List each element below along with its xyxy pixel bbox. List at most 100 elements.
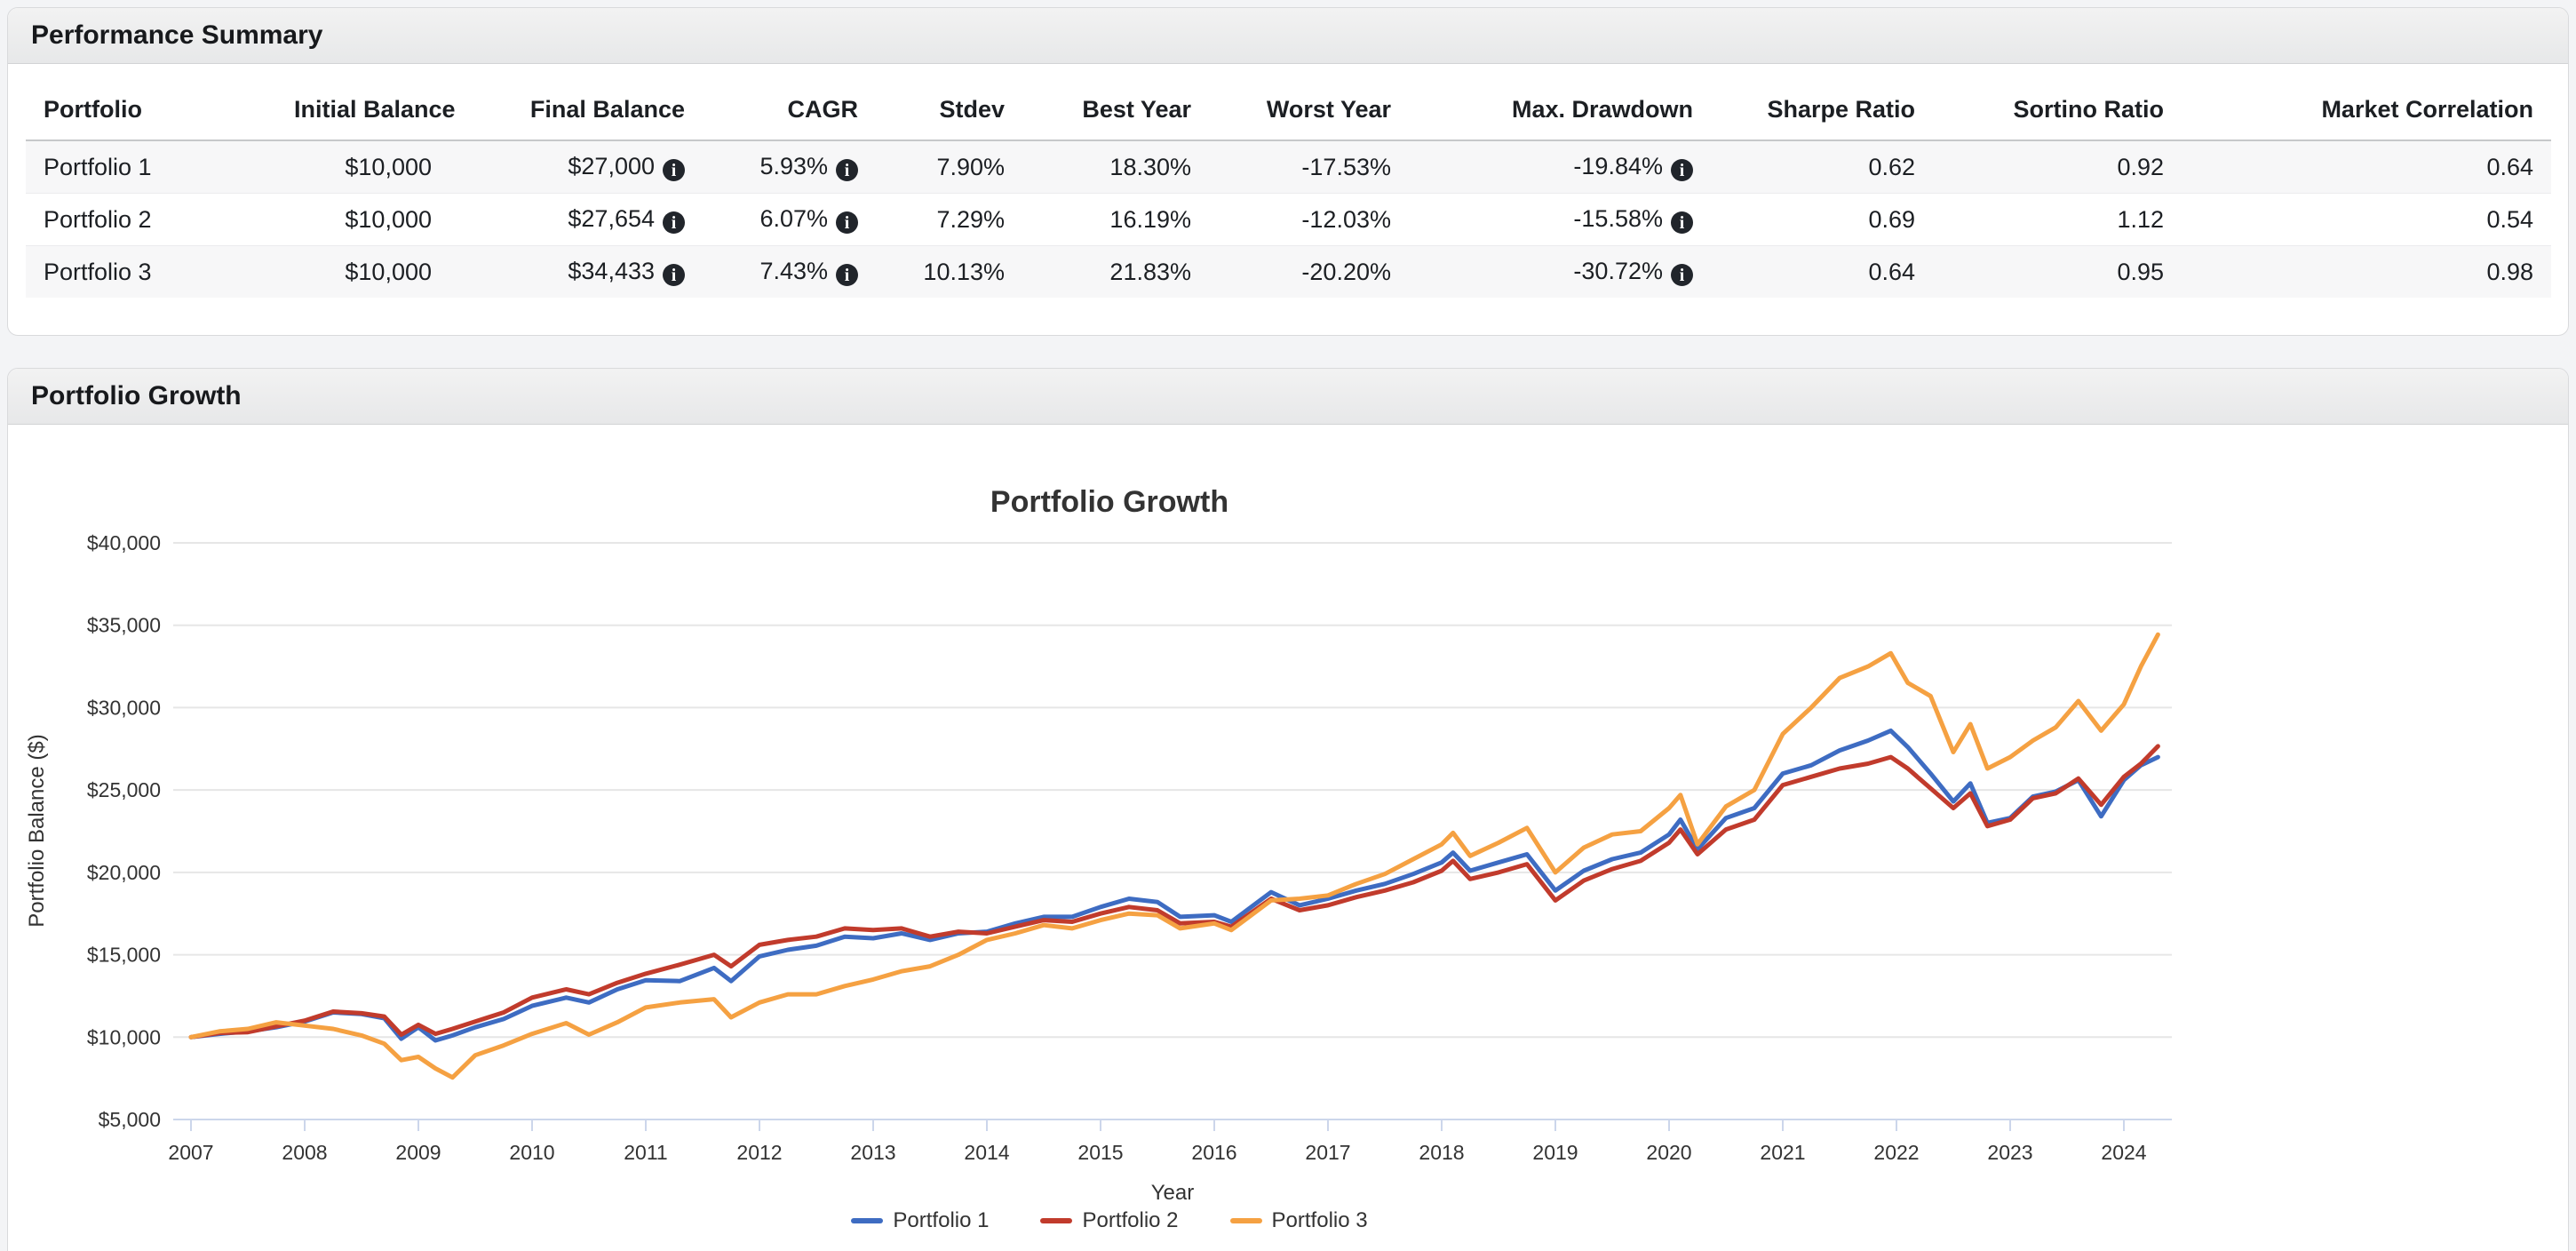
cell-market-correlation: 0.64 — [2486, 153, 2533, 180]
info-icon[interactable]: i — [1671, 211, 1693, 234]
series-line-portfolio-3[interactable] — [188, 632, 2160, 1080]
cell-final-balance: $27,654 i — [449, 194, 703, 246]
cell-final-balance: $27,000 i — [449, 140, 703, 194]
portfolio-growth-header: Portfolio Growth — [8, 369, 2568, 425]
legend-label: Portfolio 2 — [1082, 1208, 1179, 1232]
y-axis-tick-label: $15,000 — [87, 944, 161, 967]
x-axis-tick-label: 2018 — [1419, 1141, 1464, 1164]
table-row-portfolio-2: Portfolio 2 $10,000 $27,654 i 6.07% i 7.29% 16.… — [26, 193, 2551, 246]
y-axis-tick-label: $10,000 — [87, 1025, 161, 1048]
y-axis-title: Portfolio Balance ($) — [25, 734, 49, 927]
legend-item-portfolio-2[interactable]: Portfolio 2 — [1040, 1208, 1179, 1233]
info-icon[interactable]: i — [663, 264, 685, 286]
performance-summary-body: Portfolio Initial Balance Final Balance CAG… — [8, 64, 2568, 335]
info-icon[interactable]: i — [1671, 264, 1693, 286]
legend-swatch — [1040, 1218, 1073, 1223]
chart-title: Portfolio Growth — [990, 485, 1228, 519]
cell-cagr: 7.43% i — [703, 246, 876, 299]
portfolio-growth-panel: Portfolio Growth $5,000 $10,000 $15,000 $20… — [7, 368, 2569, 1251]
table-header-row: Portfolio Initial Balance Final Balance CAG… — [26, 78, 2551, 141]
info-icon[interactable]: i — [1671, 159, 1693, 181]
legend-swatch — [851, 1218, 884, 1223]
x-axis-tick-label: 2020 — [1646, 1141, 1691, 1164]
column-header-sharpe-ratio: Sharpe Ratio — [1711, 78, 1933, 141]
info-icon[interactable]: i — [663, 159, 685, 181]
info-icon[interactable]: i — [663, 211, 685, 234]
cell-best-year: 18.30% — [1109, 153, 1191, 180]
legend-swatch — [1229, 1218, 1262, 1223]
cell-sortino-ratio: 0.92 — [2117, 153, 2164, 180]
column-header-market-correlation: Market Correlation — [2182, 78, 2551, 141]
cell-best-year: 21.83% — [1109, 258, 1191, 285]
column-header-initial-balance: Initial Balance — [276, 78, 456, 141]
x-axis-tick-label: 2015 — [1077, 1141, 1123, 1164]
x-axis-tick-label: 2013 — [850, 1141, 895, 1164]
x-axis-tick-label: 2022 — [1873, 1141, 1919, 1164]
legend-label: Portfolio 3 — [1271, 1208, 1368, 1232]
cell-sharpe-ratio: 0.62 — [1868, 153, 1915, 180]
performance-summary-table: Portfolio Initial Balance Final Balance CAG… — [26, 78, 2551, 298]
cell-final-balance: $34,433 i — [449, 246, 703, 299]
legend-item-portfolio-3[interactable]: Portfolio 3 — [1229, 1208, 1368, 1233]
x-axis-tick-label: 2007 — [168, 1141, 213, 1164]
y-axis-tick-label: $20,000 — [87, 861, 161, 884]
x-axis-tick-label: 2009 — [395, 1141, 441, 1164]
cell-sharpe-ratio: 0.69 — [1868, 205, 1915, 233]
performance-summary-panel: Performance Summary Portfolio Initial Bal… — [7, 7, 2569, 336]
cell-portfolio: Portfolio 2 — [44, 205, 152, 233]
cell-sharpe-ratio: 0.64 — [1868, 258, 1915, 285]
series-line-portfolio-1[interactable] — [188, 728, 2160, 1043]
portfolio-growth-chart: $5,000 $10,000 $15,000 $20,000 $25,000 $30,00… — [25, 485, 2172, 1203]
column-header-cagr: CAGR — [703, 78, 876, 141]
column-header-sortino-ratio: Sortino Ratio — [1933, 78, 2182, 141]
x-axis-tick-label: 2021 — [1760, 1141, 1805, 1164]
cell-max-drawdown: -30.72% i — [1409, 246, 1711, 299]
x-axis-tick-label: 2023 — [1987, 1141, 2032, 1164]
column-header-portfolio: Portfolio — [26, 78, 276, 141]
cell-market-correlation: 0.54 — [2486, 205, 2533, 233]
series-line-portfolio-2[interactable] — [188, 744, 2160, 1040]
x-axis-tick-label: 2008 — [282, 1141, 327, 1164]
cell-portfolio: Portfolio 1 — [44, 153, 152, 180]
x-axis-tick-label: 2011 — [624, 1141, 667, 1164]
cell-max-drawdown: -19.84% i — [1409, 140, 1711, 194]
y-axis-tick-label: $35,000 — [87, 614, 161, 637]
info-icon[interactable]: i — [836, 159, 858, 181]
cell-cagr: 6.07% i — [703, 194, 876, 246]
info-icon[interactable]: i — [836, 264, 858, 286]
cell-portfolio: Portfolio 3 — [44, 258, 152, 285]
portfolio-growth-chart-container: $5,000 $10,000 $15,000 $20,000 $25,000 $30,00… — [8, 437, 2211, 1251]
cell-worst-year: -17.53% — [1301, 153, 1391, 180]
performance-summary-title: Performance Summary — [31, 20, 323, 50]
cell-stdev: 7.29% — [936, 205, 1005, 233]
column-header-stdev: Stdev — [876, 78, 1022, 141]
y-axis-tick-label: $40,000 — [87, 531, 161, 554]
y-axis-tick-label: $25,000 — [87, 778, 161, 801]
column-header-worst-year: Worst Year — [1209, 78, 1409, 141]
x-axis-tick-label: 2017 — [1305, 1141, 1350, 1164]
chart-legend: Portfolio 1 Portfolio 2 Portfolio 3 — [8, 1208, 2211, 1233]
performance-summary-header: Performance Summary — [8, 8, 2568, 64]
cell-max-drawdown: -15.58% i — [1409, 194, 1711, 246]
cell-worst-year: -12.03% — [1301, 205, 1391, 233]
cell-initial-balance: $10,000 — [345, 205, 432, 233]
x-axis-tick-label: 2012 — [736, 1141, 782, 1164]
portfolio-growth-panel-title: Portfolio Growth — [31, 381, 242, 410]
portfolio-growth-body: $5,000 $10,000 $15,000 $20,000 $25,000 $30,00… — [8, 425, 2568, 1251]
column-header-max-drawdown: Max. Drawdown — [1409, 78, 1711, 141]
legend-label: Portfolio 1 — [893, 1208, 990, 1232]
y-axis-tick-label: $30,000 — [87, 696, 161, 719]
cell-best-year: 16.19% — [1109, 205, 1191, 233]
x-axis-tick-label: 2019 — [1532, 1141, 1578, 1164]
table-row-portfolio-1: Portfolio 1 $10,000 $27,000 i 5.93% i 7.90% 18.… — [26, 140, 2551, 194]
legend-item-portfolio-1[interactable]: Portfolio 1 — [851, 1208, 989, 1233]
cell-cagr: 5.93% i — [703, 140, 876, 194]
column-header-best-year: Best Year — [1022, 78, 1209, 141]
cell-initial-balance: $10,000 — [345, 258, 432, 285]
info-icon[interactable]: i — [836, 211, 858, 234]
x-axis-title: Year — [1151, 1181, 1195, 1203]
column-header-final-balance: Final Balance — [449, 78, 703, 141]
x-axis-tick-label: 2016 — [1191, 1141, 1236, 1164]
x-axis-tick-label: 2024 — [2101, 1141, 2146, 1164]
